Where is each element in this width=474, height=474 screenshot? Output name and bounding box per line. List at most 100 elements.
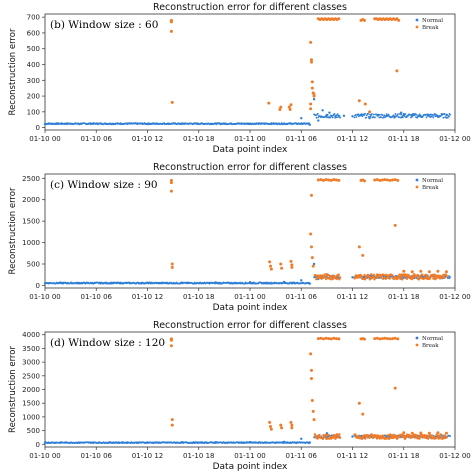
break-point <box>316 437 319 440</box>
break-point <box>169 29 173 33</box>
break-point <box>169 20 173 24</box>
normal-point <box>355 116 358 118</box>
normal-point <box>338 114 341 117</box>
break-point <box>334 337 338 341</box>
y-tick-label: 300 <box>27 77 40 85</box>
normal-point <box>401 116 404 119</box>
normal-point <box>397 113 399 116</box>
break-point <box>375 336 379 340</box>
y-tick-label: 4000 <box>22 331 40 339</box>
break-point <box>290 265 294 269</box>
normal-point <box>449 276 452 278</box>
normal-point <box>403 115 406 117</box>
normal-point <box>449 435 452 438</box>
x-axis-label: Data point index <box>213 145 288 155</box>
normal-point <box>428 114 431 117</box>
break-point <box>280 426 284 430</box>
normal-point <box>315 116 318 119</box>
normal-point <box>300 279 303 282</box>
normal-point <box>214 122 218 125</box>
x-tick-label: 01-11 00 <box>234 293 265 301</box>
break-point <box>427 431 431 435</box>
normal-point <box>379 113 381 116</box>
break-point <box>326 433 330 437</box>
break-point <box>338 433 341 436</box>
break-point <box>280 266 284 270</box>
break-point <box>407 274 411 277</box>
break-point <box>436 431 440 435</box>
break-point <box>431 273 434 276</box>
break-point <box>393 336 397 340</box>
normal-point <box>214 281 218 284</box>
normal-point <box>325 113 329 117</box>
normal-point <box>392 114 395 117</box>
normal-point <box>399 111 403 114</box>
break-point <box>432 275 436 279</box>
y-tick-label: 1500 <box>22 400 40 408</box>
break-point <box>338 436 342 439</box>
break-point <box>267 101 271 105</box>
normal-point <box>368 116 371 120</box>
normal-point <box>432 116 435 119</box>
normal-point <box>112 122 115 126</box>
normal-point <box>336 116 338 119</box>
normal-point <box>419 115 423 118</box>
legend-label-break: Break <box>422 343 439 349</box>
break-point <box>310 86 314 90</box>
break-point <box>397 436 400 439</box>
y-tick-label: 2000 <box>22 196 40 204</box>
break-point <box>369 273 373 276</box>
normal-point <box>317 116 320 119</box>
break-point <box>360 437 364 441</box>
break-point <box>290 426 294 430</box>
normal-point <box>282 440 286 443</box>
y-axis-label: Reconstruction error <box>8 28 18 115</box>
break-point <box>442 437 445 440</box>
y-tick-label: 1500 <box>22 218 40 226</box>
break-point <box>319 274 322 277</box>
y-tick-label: 0 <box>36 124 40 132</box>
normal-point <box>447 275 450 277</box>
normal-point <box>248 440 252 444</box>
normal-point <box>351 276 354 279</box>
break-point <box>313 433 317 436</box>
break-point <box>334 178 338 182</box>
legend-marker-normal <box>415 336 419 340</box>
break-point <box>363 273 366 277</box>
break-point <box>415 434 419 437</box>
break-point <box>338 276 342 279</box>
x-tick-label: 01-11 18 <box>388 293 419 301</box>
normal-point <box>335 114 338 117</box>
y-tick-label: 3500 <box>22 345 40 353</box>
x-tick-label: 01-10 00 <box>29 452 60 460</box>
normal-point <box>146 122 149 126</box>
break-point <box>311 409 315 413</box>
break-point <box>419 269 423 273</box>
legend-marker-break <box>415 25 419 29</box>
break-point <box>329 337 333 341</box>
break-band <box>313 273 448 281</box>
break-point <box>427 270 431 274</box>
break-point <box>269 264 272 268</box>
normal-point <box>443 112 446 115</box>
break-point <box>337 178 341 182</box>
normal-point <box>353 116 356 119</box>
normal-point <box>404 113 407 115</box>
y-axis-label: Reconstruction error <box>8 346 18 433</box>
break-point <box>329 278 333 281</box>
normal-point <box>312 262 316 266</box>
break-point <box>378 178 382 182</box>
break-point <box>393 223 397 227</box>
break-point <box>169 181 173 185</box>
normal-point <box>112 441 115 444</box>
x-tick-label: 01-10 12 <box>132 135 163 143</box>
normal-point <box>112 281 115 285</box>
break-point <box>428 276 432 280</box>
normal-point <box>43 282 47 285</box>
break-point <box>312 94 316 98</box>
break-point <box>388 277 391 280</box>
break-point <box>269 427 273 431</box>
plot-frame <box>44 13 456 131</box>
